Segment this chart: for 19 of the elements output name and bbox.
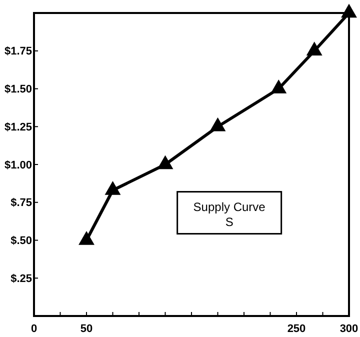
point <box>341 4 357 18</box>
point <box>270 80 287 94</box>
x-tick-label: 0 <box>30 323 38 335</box>
x-tick-label: 250 <box>287 323 306 335</box>
point <box>78 231 94 245</box>
point <box>306 42 322 56</box>
annotation: Supply Curve S <box>193 200 266 229</box>
y-tick-label: $1.00 <box>4 159 32 172</box>
y-tick-label: $1.25 <box>4 121 32 134</box>
x-tick-label: 50 <box>80 323 93 335</box>
y-tick-label: $1.50 <box>4 84 32 96</box>
point <box>104 181 121 195</box>
point <box>157 155 174 170</box>
y-tick-label: $1.75 <box>4 46 32 58</box>
y-tick-label: $.75 <box>10 197 32 210</box>
y-tick-label: $.25 <box>10 272 32 285</box>
point <box>210 117 226 132</box>
x-tick-label: 300 <box>340 323 358 335</box>
y-tick-label: $.50 <box>10 235 32 248</box>
